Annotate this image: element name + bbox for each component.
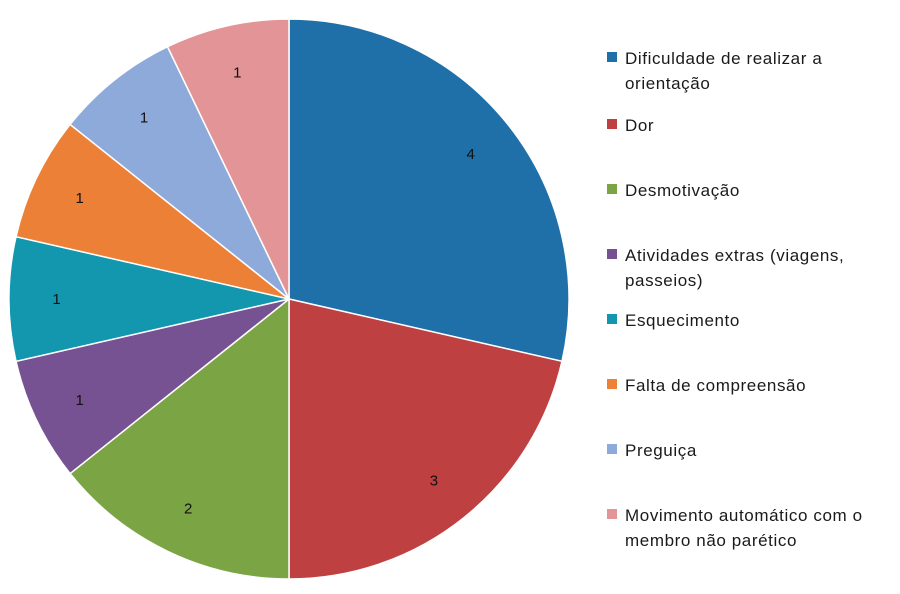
pie-slice bbox=[8, 235, 290, 363]
pie-chart: 4 3 2 1 1 1 1 1 bbox=[8, 18, 570, 580]
legend-label: Dor bbox=[625, 116, 655, 135]
legend-label: Atividades extras (viagens, passeios) bbox=[625, 246, 845, 290]
legend-label: Movimento automático com o membro não pa… bbox=[625, 506, 863, 550]
legend-label: Dificuldade de realizar a orientação bbox=[625, 49, 823, 93]
legend-swatch bbox=[607, 379, 617, 389]
data-label: 1 bbox=[140, 109, 148, 126]
legend-swatch bbox=[607, 52, 617, 62]
pie-slice bbox=[69, 297, 290, 580]
data-label: 1 bbox=[75, 392, 83, 409]
legend-swatch bbox=[607, 444, 617, 454]
pie-slice bbox=[166, 18, 290, 300]
data-label: 3 bbox=[430, 473, 438, 490]
legend-label: Esquecimento bbox=[625, 311, 740, 330]
data-label: 1 bbox=[52, 291, 60, 308]
legend-label: Desmotivação bbox=[625, 181, 740, 200]
legend-swatch bbox=[607, 249, 617, 259]
pie-slice bbox=[15, 123, 290, 300]
data-label: 4 bbox=[467, 146, 475, 163]
legend-label: Falta de compreensão bbox=[625, 376, 807, 395]
legend-swatch bbox=[607, 509, 617, 519]
legend-label: Preguiça bbox=[625, 441, 697, 460]
legend: Dificuldade de realizar a orientação Dor… bbox=[607, 0, 900, 594]
data-label: 1 bbox=[75, 190, 83, 207]
legend-swatch bbox=[607, 314, 617, 324]
data-label: 2 bbox=[184, 500, 192, 517]
pie-slice bbox=[15, 298, 290, 475]
pie-slice bbox=[288, 298, 563, 580]
legend-swatch bbox=[607, 119, 617, 129]
data-label: 1 bbox=[233, 64, 241, 81]
pie-slice bbox=[288, 18, 570, 363]
legend-swatch bbox=[607, 184, 617, 194]
pie-slice bbox=[69, 45, 290, 300]
